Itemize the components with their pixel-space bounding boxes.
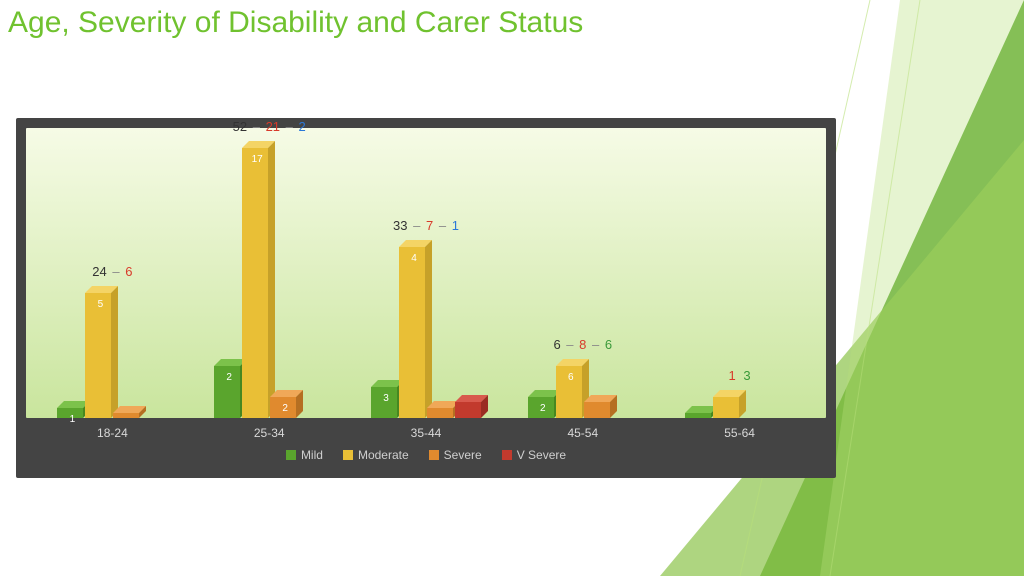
bar: 1 bbox=[57, 408, 83, 418]
x-axis-label: 25-34 bbox=[191, 426, 348, 440]
bar-group: 1524 – 6 bbox=[57, 293, 167, 418]
bar-group: 1 3 bbox=[685, 397, 795, 418]
group-annotation: 1 3 bbox=[728, 368, 752, 383]
bar-value-label: 1 bbox=[59, 414, 85, 425]
group-annotation: 24 – 6 bbox=[91, 264, 133, 279]
legend-swatch bbox=[502, 450, 512, 460]
bar bbox=[584, 402, 610, 418]
bar: 3 bbox=[371, 387, 397, 418]
legend-label: Mild bbox=[301, 448, 323, 462]
bar: 2 bbox=[528, 397, 554, 418]
legend-label: V Severe bbox=[517, 448, 566, 462]
bar bbox=[455, 402, 481, 418]
bar-value-label: 2 bbox=[216, 372, 242, 383]
x-axis-label: 45-54 bbox=[504, 426, 661, 440]
group-annotation: 6 – 8 – 6 bbox=[552, 337, 613, 352]
bar bbox=[427, 408, 453, 418]
bar-value-label: 2 bbox=[272, 403, 298, 414]
legend-label: Severe bbox=[444, 448, 482, 462]
legend-item: Moderate bbox=[343, 448, 409, 462]
group-annotation: 52 – 21 – 2 bbox=[232, 119, 307, 134]
group-annotation: 33 – 7 – 1 bbox=[392, 218, 460, 233]
chart-x-axis: 18-2425-3435-4445-5455-64 bbox=[26, 418, 826, 440]
bar bbox=[113, 413, 139, 418]
legend-item: Severe bbox=[429, 448, 482, 462]
bar-value-label: 4 bbox=[401, 253, 427, 264]
chart-plot-area: 1524 – 6217252 – 21 – 23433 – 7 – 1266 –… bbox=[26, 128, 826, 418]
legend-item: V Severe bbox=[502, 448, 566, 462]
legend-swatch bbox=[429, 450, 439, 460]
bar bbox=[713, 397, 739, 418]
bar: 2 bbox=[214, 366, 240, 418]
legend-swatch bbox=[286, 450, 296, 460]
bar-group: 3433 – 7 – 1 bbox=[371, 247, 481, 418]
chart-legend: Mild Moderate Severe V Severe bbox=[26, 440, 826, 462]
bar: 6 bbox=[556, 366, 582, 418]
x-axis-label: 35-44 bbox=[348, 426, 505, 440]
bar: 2 bbox=[270, 397, 296, 418]
x-axis-label: 18-24 bbox=[34, 426, 191, 440]
bar: 4 bbox=[399, 247, 425, 418]
legend-label: Moderate bbox=[358, 448, 409, 462]
legend-item: Mild bbox=[286, 448, 323, 462]
bar bbox=[685, 413, 711, 418]
bar-value-label: 17 bbox=[244, 154, 270, 165]
bar-group: 217252 – 21 – 2 bbox=[214, 148, 324, 418]
bar: 17 bbox=[242, 148, 268, 418]
bar-value-label: 6 bbox=[558, 372, 584, 383]
chart-panel: 1 5 24 – 6 2 17 2 52 – 21 – 2 3 4 33 – 7 – 1 2 6 6 –… bbox=[16, 118, 836, 478]
x-axis-label: 55-64 bbox=[661, 426, 818, 440]
bar-group: 266 – 8 – 6 bbox=[528, 366, 638, 418]
legend-swatch bbox=[343, 450, 353, 460]
chart-title: Age, Severity of Disability and Carer St… bbox=[8, 6, 583, 40]
bar-value-label: 5 bbox=[87, 299, 113, 310]
bar: 5 bbox=[85, 293, 111, 418]
bar-value-label: 3 bbox=[373, 393, 399, 404]
bar-value-label: 2 bbox=[530, 403, 556, 414]
